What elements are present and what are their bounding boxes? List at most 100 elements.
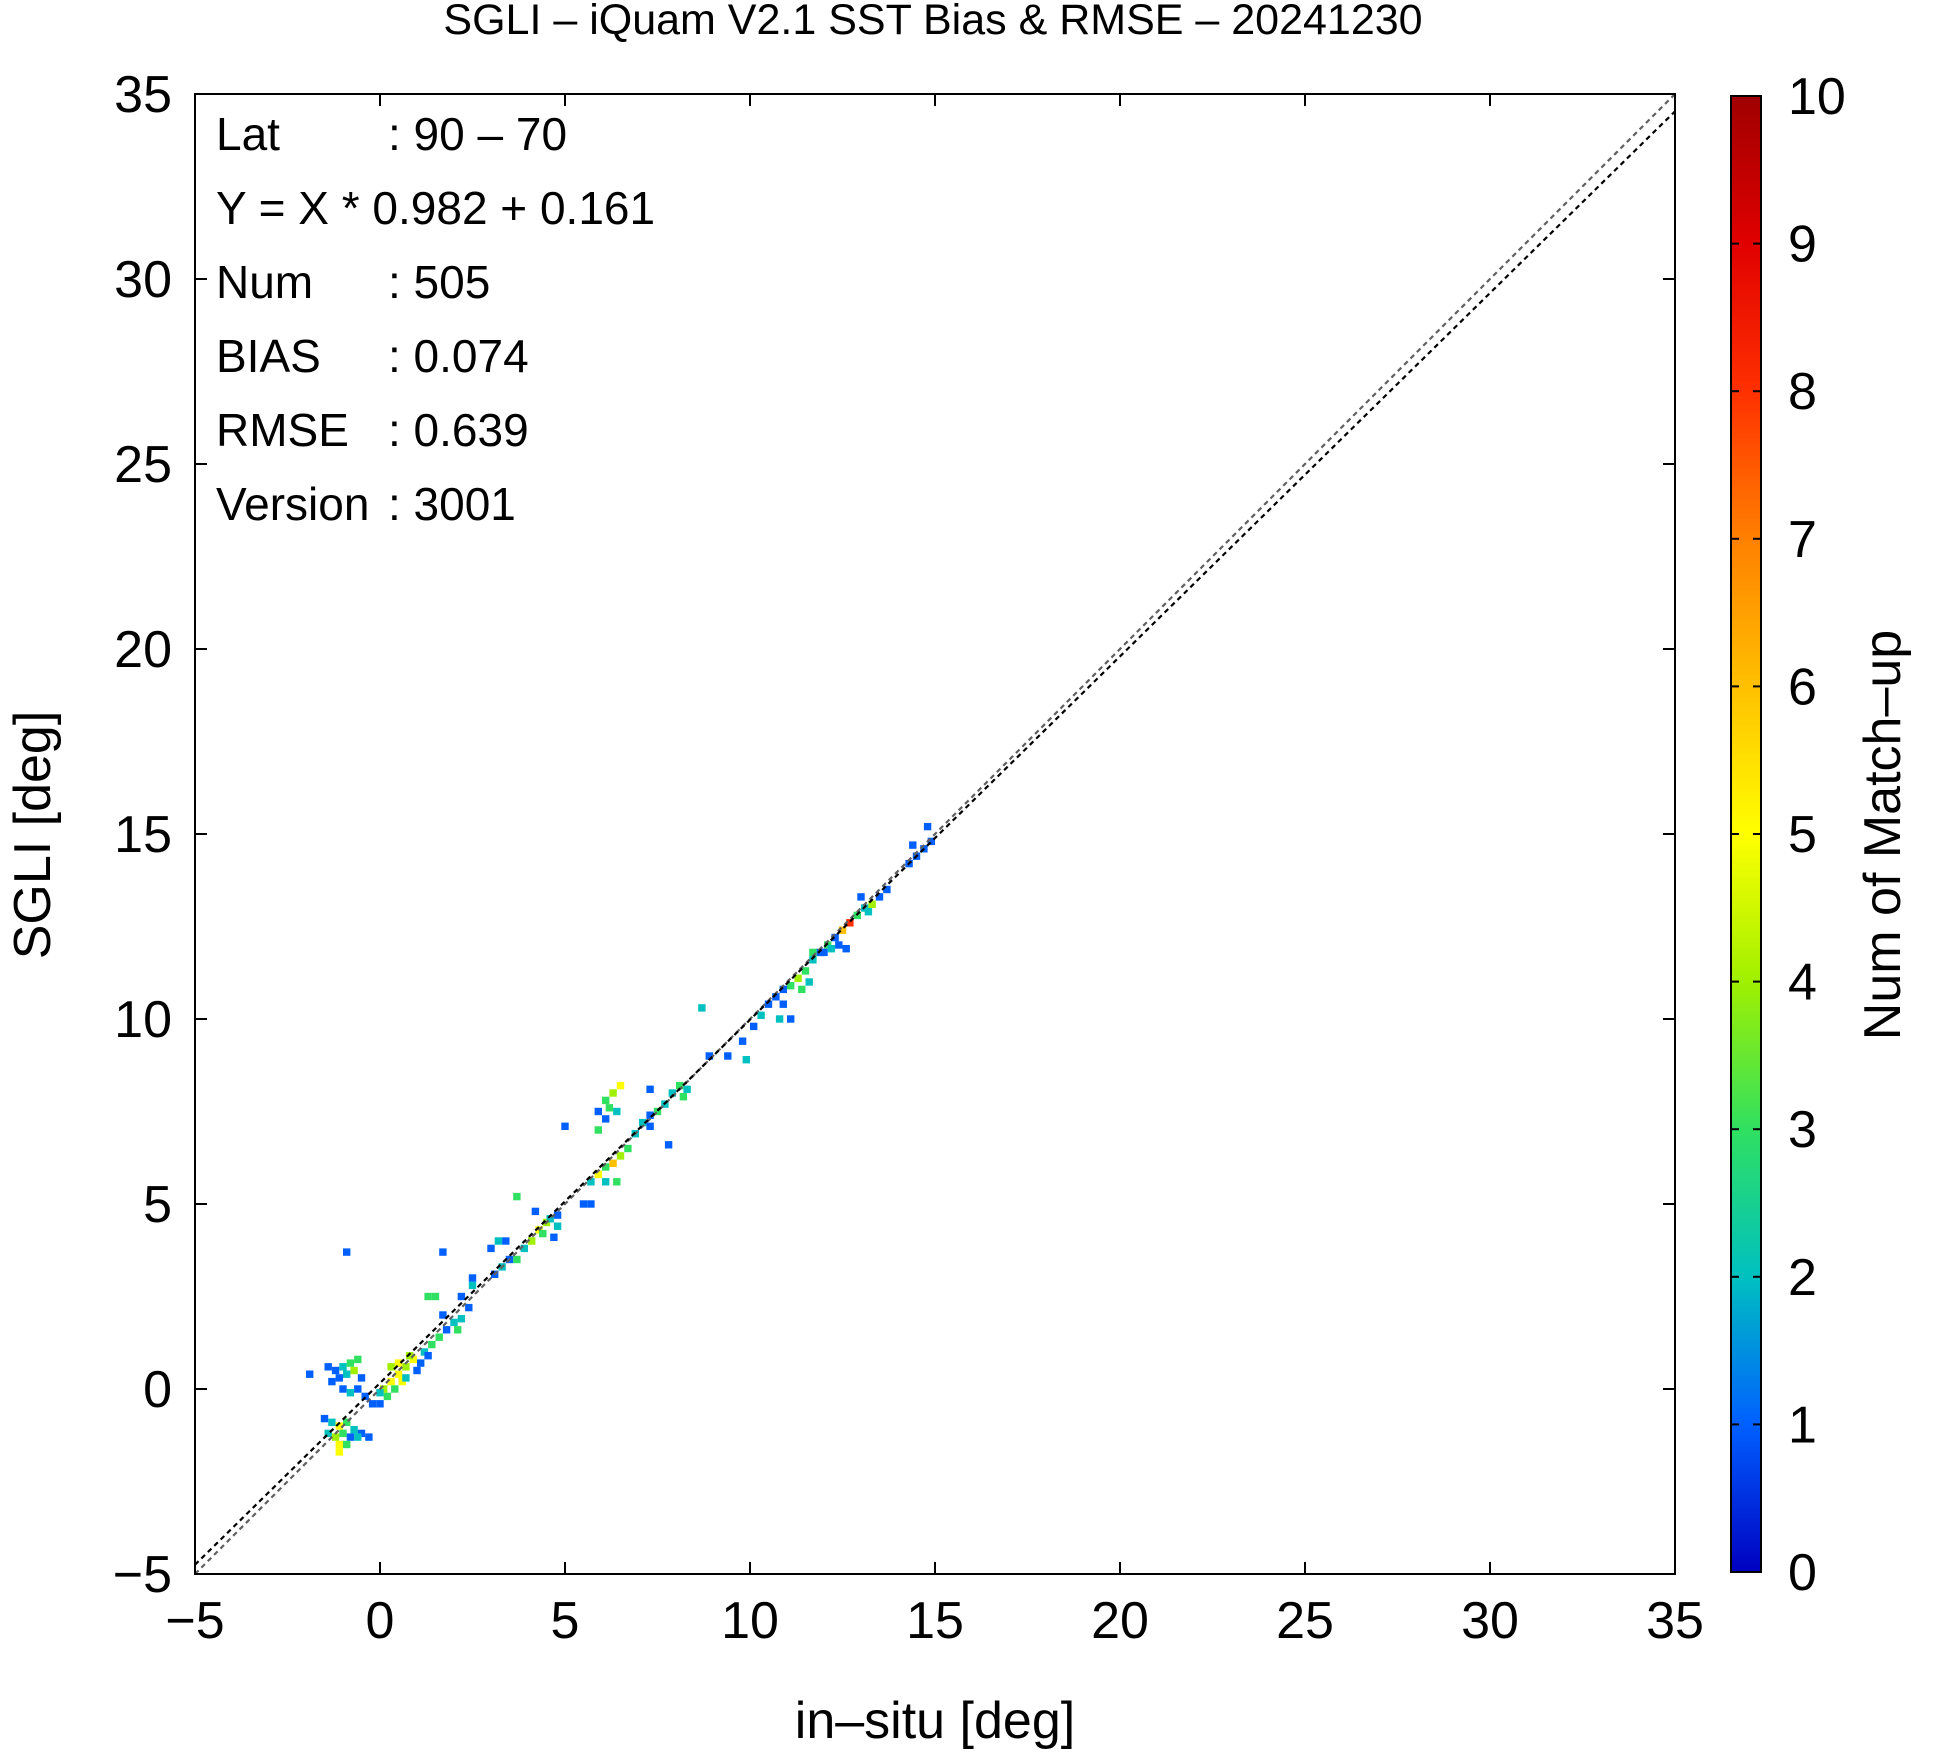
heatmap-cell xyxy=(609,1159,617,1167)
x-tick-label: 30 xyxy=(1461,1592,1519,1650)
heatmap-cell xyxy=(594,1170,602,1179)
y-tick-label: 30 xyxy=(114,251,172,309)
heatmap-cell xyxy=(742,1056,750,1064)
stats-value: : 0.074 xyxy=(388,330,529,382)
heatmap-cell xyxy=(335,1440,343,1449)
heatmap-cell xyxy=(339,1429,347,1438)
heatmap-cell xyxy=(387,1377,395,1386)
one-to-one-line xyxy=(195,94,1675,1574)
y-tick-label: 0 xyxy=(143,1361,172,1419)
heatmap-cell xyxy=(402,1374,410,1382)
heatmap-cell xyxy=(864,908,873,916)
heatmap-cell xyxy=(424,1352,432,1360)
heatmap-cell xyxy=(513,1255,521,1264)
colorbar-tick-label: 6 xyxy=(1788,658,1817,716)
heatmap-cell xyxy=(875,893,884,901)
colorbar-tick-label: 3 xyxy=(1788,1101,1817,1159)
heatmap-cell xyxy=(431,1292,440,1301)
x-tick-label: −5 xyxy=(165,1592,224,1650)
heatmap-cell xyxy=(639,1118,647,1127)
heatmap-cell xyxy=(346,1359,355,1367)
heatmap-cell xyxy=(354,1355,362,1364)
heatmap-cell xyxy=(417,1359,425,1367)
heatmap-cell xyxy=(457,1315,466,1323)
heatmap-cell xyxy=(528,1237,536,1245)
heatmap-cell xyxy=(846,919,854,927)
heatmap-cell xyxy=(487,1244,495,1253)
heatmap-cell xyxy=(579,1200,588,1208)
heatmap-cell xyxy=(350,1366,358,1375)
stats-value: : 90 – 70 xyxy=(388,108,567,160)
heatmap-cell xyxy=(553,1222,562,1230)
heatmap-cell xyxy=(724,1052,732,1060)
y-tick-label: −5 xyxy=(113,1546,172,1604)
heatmap-cell xyxy=(764,1000,773,1008)
colorbar-ticks: 0 1 2 3 4 5 6 7 8 9 10 xyxy=(1731,68,1846,1602)
heatmap-cell xyxy=(838,926,847,934)
heatmap-cell xyxy=(520,1244,528,1253)
heatmap-cell xyxy=(883,885,891,894)
x-axis-label: in–situ [deg] xyxy=(795,1692,1075,1750)
colorbar-label: Num of Match–up xyxy=(1854,630,1912,1040)
colorbar-tick-label: 8 xyxy=(1788,363,1817,421)
heatmap-cell xyxy=(842,945,850,953)
heatmap-cell xyxy=(809,948,817,957)
heatmap-cell xyxy=(439,1311,447,1319)
y-tick-label: 5 xyxy=(143,1176,172,1234)
y-tick-label: 15 xyxy=(114,806,172,864)
stats-box: Lat: 90 – 70 Y = X * 0.982 + 0.161 Num: 50… xyxy=(216,108,655,530)
heatmap-cell xyxy=(380,1385,388,1393)
stats-label: RMSE xyxy=(216,404,349,456)
colorbar-tick-label: 7 xyxy=(1788,511,1817,569)
heatmap-cell xyxy=(494,1237,503,1245)
colorbar-tick-label: 9 xyxy=(1788,216,1817,274)
heatmap-cell xyxy=(779,985,787,994)
heatmap-cell xyxy=(775,1015,784,1023)
heatmap-cell xyxy=(609,1089,617,1097)
heatmap-cell xyxy=(391,1385,399,1393)
heatmap-cell xyxy=(324,1363,332,1371)
y-tick-label: 10 xyxy=(114,991,172,1049)
x-tick-label: 25 xyxy=(1276,1592,1334,1650)
heatmap-cell xyxy=(738,1037,747,1045)
heatmap-cell xyxy=(698,1004,706,1012)
heatmap-cell xyxy=(561,1122,569,1130)
heatmap-cell xyxy=(772,993,780,1001)
reference-lines xyxy=(195,94,1675,1574)
heatmap-cell xyxy=(587,1178,595,1186)
heatmap-cell xyxy=(357,1429,366,1438)
heatmap-cell xyxy=(435,1333,443,1341)
heatmap-cell xyxy=(646,1085,654,1093)
heatmap-cell xyxy=(405,1352,414,1360)
heatmap-cell xyxy=(779,1000,787,1008)
heatmap-cell xyxy=(339,1363,347,1371)
heatmap-cell xyxy=(335,1374,343,1382)
heatmap-cell xyxy=(805,978,813,986)
heatmap-cell xyxy=(376,1389,384,1397)
heatmap-cell xyxy=(398,1377,406,1386)
heatmap-cell xyxy=(553,1211,562,1219)
heatmap-cell xyxy=(343,1248,351,1256)
heatmap-cell xyxy=(354,1433,362,1441)
y-tick-label: 20 xyxy=(114,621,172,679)
heatmap-cell xyxy=(324,1429,332,1438)
heatmap-cell xyxy=(546,1215,554,1223)
heatmap-cell xyxy=(346,1389,355,1397)
heatmap-cell xyxy=(646,1122,654,1130)
heatmap-cell xyxy=(468,1281,477,1290)
x-tick-label: 15 xyxy=(906,1592,964,1650)
heatmap-cell xyxy=(613,1178,621,1186)
heatmap-cell xyxy=(602,1163,610,1171)
heatmap-cell xyxy=(757,1011,765,1019)
heatmap-cell xyxy=(328,1377,336,1386)
heatmap-cell xyxy=(550,1233,558,1241)
colorbar-tick-label: 1 xyxy=(1788,1396,1817,1454)
heatmap-cell xyxy=(664,1141,673,1149)
heatmap-cell xyxy=(365,1433,373,1441)
heatmap-cell xyxy=(927,837,935,846)
regression-line xyxy=(195,110,1675,1566)
heatmap-cell xyxy=(787,982,795,990)
heatmap-cell xyxy=(683,1085,691,1093)
heatmap-cell xyxy=(909,841,917,849)
heatmap-cell xyxy=(602,1115,610,1123)
